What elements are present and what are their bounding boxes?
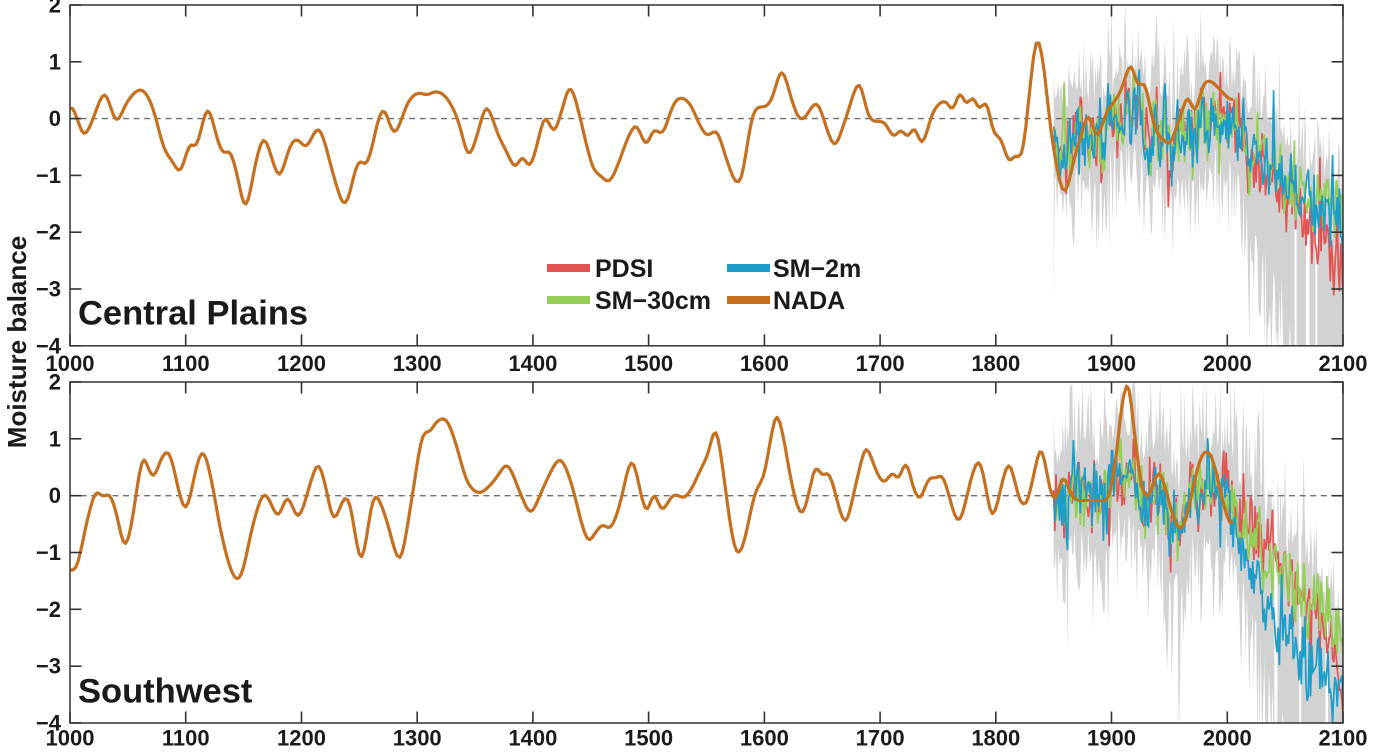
svg-text:2000: 2000 [1203, 726, 1252, 750]
svg-text:1300: 1300 [393, 726, 442, 750]
svg-text:−1: −1 [36, 540, 61, 565]
svg-text:1: 1 [49, 49, 61, 74]
svg-text:2000: 2000 [1203, 351, 1252, 376]
svg-text:1700: 1700 [856, 351, 905, 376]
svg-text:2100: 2100 [1319, 351, 1368, 376]
svg-text:1100: 1100 [162, 726, 210, 750]
svg-text:Moisture balance: Moisture balance [2, 236, 32, 448]
svg-text:1500: 1500 [624, 726, 673, 750]
svg-text:PDSI: PDSI [595, 255, 653, 283]
svg-text:Southwest: Southwest [78, 673, 253, 711]
svg-text:1300: 1300 [393, 351, 442, 376]
svg-text:−3: −3 [36, 277, 61, 302]
svg-text:1400: 1400 [508, 351, 557, 376]
svg-text:−2: −2 [36, 220, 61, 245]
svg-text:−1: −1 [36, 163, 61, 188]
svg-text:SM−30cm: SM−30cm [595, 287, 711, 315]
svg-text:1100: 1100 [162, 351, 210, 376]
svg-text:1900: 1900 [1087, 726, 1136, 750]
svg-text:1000: 1000 [46, 351, 95, 376]
svg-text:2: 2 [49, 370, 61, 395]
svg-text:2100: 2100 [1319, 726, 1368, 750]
svg-text:1600: 1600 [740, 351, 789, 376]
svg-text:0: 0 [49, 483, 61, 508]
svg-text:1900: 1900 [1087, 351, 1136, 376]
svg-text:1: 1 [49, 426, 61, 451]
svg-text:1800: 1800 [971, 726, 1020, 750]
svg-text:−3: −3 [36, 654, 61, 679]
svg-text:1700: 1700 [856, 726, 905, 750]
svg-text:−2: −2 [36, 597, 61, 622]
svg-text:2: 2 [49, 0, 61, 18]
svg-text:1500: 1500 [624, 351, 673, 376]
svg-text:Central Plains: Central Plains [78, 295, 308, 333]
svg-text:−4: −4 [36, 711, 62, 736]
svg-text:−4: −4 [36, 333, 62, 358]
svg-text:1800: 1800 [971, 351, 1020, 376]
svg-text:1000: 1000 [46, 726, 95, 750]
svg-text:1200: 1200 [277, 726, 326, 750]
svg-text:NADA: NADA [773, 287, 845, 315]
svg-text:SM−2m: SM−2m [773, 255, 861, 283]
svg-text:1600: 1600 [740, 726, 789, 750]
svg-text:0: 0 [49, 106, 61, 131]
svg-text:1200: 1200 [277, 351, 326, 376]
svg-text:1400: 1400 [508, 726, 557, 750]
